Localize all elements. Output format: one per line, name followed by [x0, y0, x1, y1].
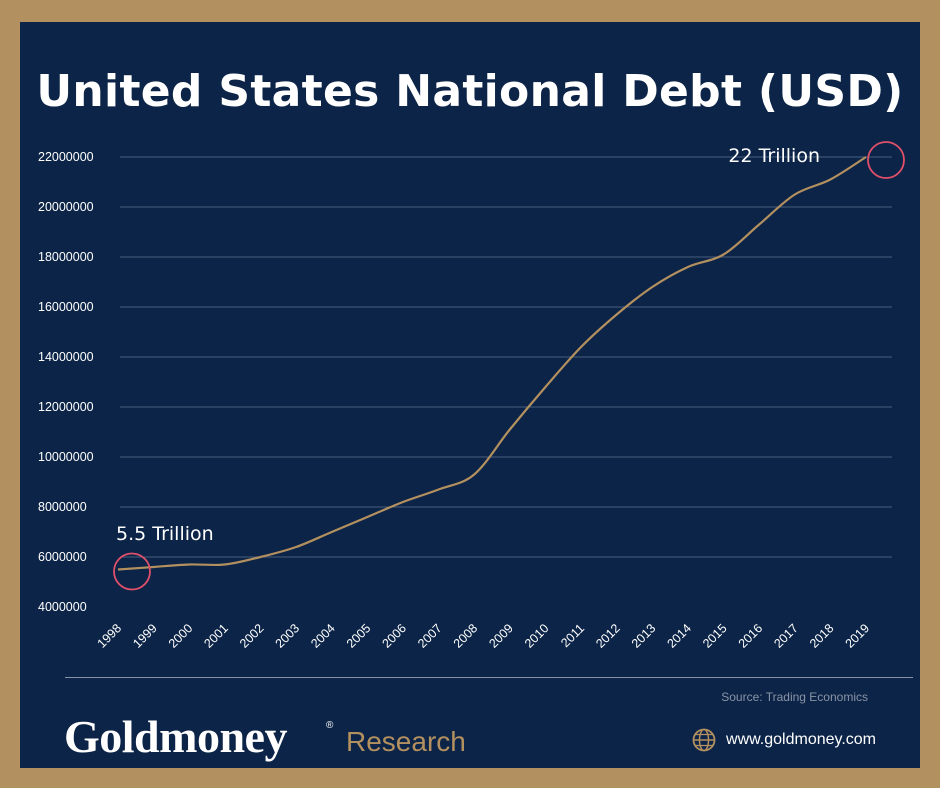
x-tick-label: 2003 — [273, 621, 303, 651]
x-tick-label: 2016 — [736, 621, 766, 651]
y-tick-label: 22000000 — [38, 150, 94, 164]
registered-mark: ® — [326, 720, 334, 731]
x-tick-label: 2017 — [771, 621, 801, 651]
globe-icon — [692, 728, 716, 752]
x-tick-label: 2005 — [344, 621, 374, 651]
x-tick-label: 2009 — [486, 621, 516, 651]
y-tick-label: 4000000 — [38, 600, 87, 614]
y-tick-label: 14000000 — [38, 350, 94, 364]
x-tick-label: 2008 — [451, 621, 481, 651]
x-tick-label: 2001 — [201, 621, 231, 651]
x-tick-label: 1998 — [95, 621, 125, 651]
x-tick-label: 2006 — [380, 621, 410, 651]
x-tick-label: 2013 — [629, 621, 659, 651]
website-link[interactable]: www.goldmoney.com — [692, 728, 876, 752]
website-text: www.goldmoney.com — [726, 731, 876, 748]
x-tick-label: 2004 — [308, 621, 338, 651]
annotation-label: 5.5 Trillion — [116, 523, 214, 545]
footer-divider — [65, 677, 913, 678]
y-tick-label: 8000000 — [38, 500, 87, 514]
y-tick-label: 18000000 — [38, 250, 94, 264]
y-tick-label: 6000000 — [38, 550, 87, 564]
y-tick-label: 12000000 — [38, 400, 94, 414]
y-tick-label: 16000000 — [38, 300, 94, 314]
chart-card: United States National Debt (USD) 400000… — [20, 22, 920, 768]
brand-logo: Goldmoney — [64, 711, 287, 762]
annotation-circle — [113, 552, 151, 591]
chart-title: United States National Debt (USD) — [36, 66, 904, 117]
x-tick-label: 1999 — [130, 621, 160, 651]
annotation-label: 22 Trillion — [728, 145, 820, 167]
y-tick-label: 20000000 — [38, 200, 94, 214]
line-chart: 4000000 6000000 8000000 10000000 12000000 140… — [38, 141, 905, 651]
x-tick-label: 2002 — [237, 621, 267, 651]
x-tick-label: 2000 — [166, 621, 196, 651]
annotation-circle — [867, 141, 905, 179]
x-tick-label: 2011 — [558, 621, 587, 650]
x-tick-label: 2018 — [807, 621, 837, 651]
y-tick-label: 10000000 — [38, 450, 94, 464]
x-tick-label: 2014 — [664, 621, 694, 651]
x-tick-label: 2007 — [415, 621, 445, 651]
x-tick-label: 2015 — [700, 621, 730, 651]
x-tick-label: 2012 — [593, 621, 623, 651]
x-tick-label: 2010 — [522, 621, 552, 651]
series-line — [117, 156, 867, 571]
x-tick-label: 2019 — [843, 621, 873, 651]
source-note: Source: Trading Economics — [721, 690, 868, 704]
brand-subtitle: Research — [346, 726, 466, 757]
